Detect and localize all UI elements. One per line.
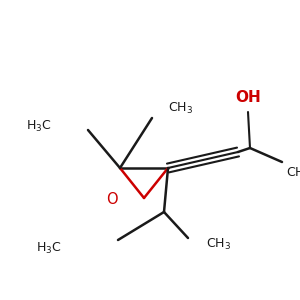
Text: OH: OH <box>235 91 261 106</box>
Text: CH$_3$: CH$_3$ <box>286 166 300 181</box>
Text: H$_3$C: H$_3$C <box>36 241 62 256</box>
Text: CH$_3$: CH$_3$ <box>206 236 231 251</box>
Text: H$_3$C: H$_3$C <box>26 118 52 134</box>
Text: O: O <box>106 193 118 208</box>
Text: CH$_3$: CH$_3$ <box>168 100 193 116</box>
